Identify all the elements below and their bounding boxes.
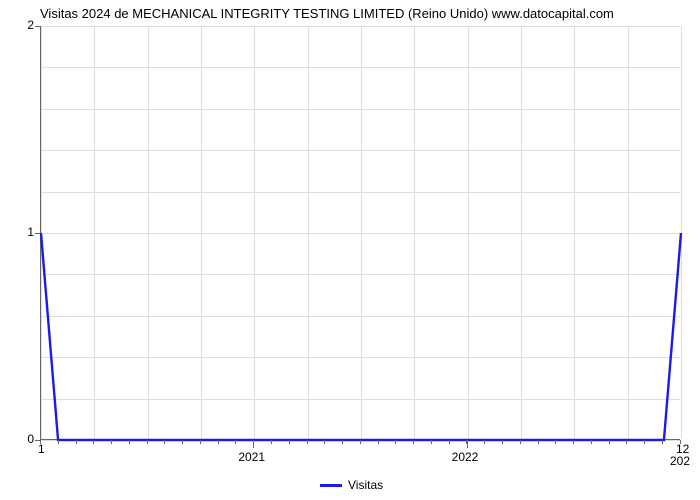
corner-bottom-right-2: 202 — [670, 454, 690, 468]
x-tick-minor — [289, 440, 290, 444]
x-tick-minor — [502, 440, 503, 444]
x-tick-minor — [395, 440, 396, 444]
x-tick-minor — [129, 440, 130, 444]
x-tick-minor — [200, 440, 201, 444]
gridline-vertical — [681, 26, 682, 439]
x-tick-minor — [218, 440, 219, 444]
legend-swatch — [320, 484, 342, 487]
x-tick-minor — [324, 440, 325, 444]
x-tick-minor — [76, 440, 77, 444]
chart-title: Visitas 2024 de MECHANICAL INTEGRITY TES… — [40, 6, 614, 21]
legend: Visitas — [320, 478, 383, 492]
x-tick-minor — [271, 440, 272, 444]
y-tick-label: 2 — [18, 18, 34, 32]
y-tick — [35, 233, 40, 234]
legend-label: Visitas — [348, 478, 383, 492]
y-tick-label: 0 — [18, 432, 34, 446]
x-tick-minor — [591, 440, 592, 444]
x-tick-minor — [484, 440, 485, 444]
x-tick-minor — [111, 440, 112, 444]
x-tick-minor — [164, 440, 165, 444]
x-tick-minor — [538, 440, 539, 444]
visits-line — [41, 26, 680, 439]
x-tick-minor — [253, 440, 254, 444]
x-tick-minor — [342, 440, 343, 444]
x-tick-minor — [520, 440, 521, 444]
x-tick-minor — [58, 440, 59, 444]
x-tick-minor — [609, 440, 610, 444]
x-tick-minor — [431, 440, 432, 444]
x-tick-minor — [573, 440, 574, 444]
x-tick-minor — [360, 440, 361, 444]
x-tick-minor — [93, 440, 94, 444]
x-tick-minor — [466, 440, 467, 444]
x-tick-label: 2022 — [452, 450, 479, 464]
x-tick-minor — [307, 440, 308, 444]
x-tick-minor — [662, 440, 663, 444]
plot-area — [40, 26, 680, 440]
x-tick-label: 2021 — [238, 450, 265, 464]
x-tick-minor — [235, 440, 236, 444]
corner-bottom-left: 1 — [38, 442, 45, 456]
y-tick — [35, 26, 40, 27]
x-tick-minor — [413, 440, 414, 444]
x-tick-minor — [555, 440, 556, 444]
x-tick-minor — [644, 440, 645, 444]
x-tick-minor — [378, 440, 379, 444]
x-tick-minor — [147, 440, 148, 444]
x-tick-minor — [449, 440, 450, 444]
x-tick-minor — [626, 440, 627, 444]
y-tick-label: 1 — [18, 225, 34, 239]
x-tick-minor — [182, 440, 183, 444]
